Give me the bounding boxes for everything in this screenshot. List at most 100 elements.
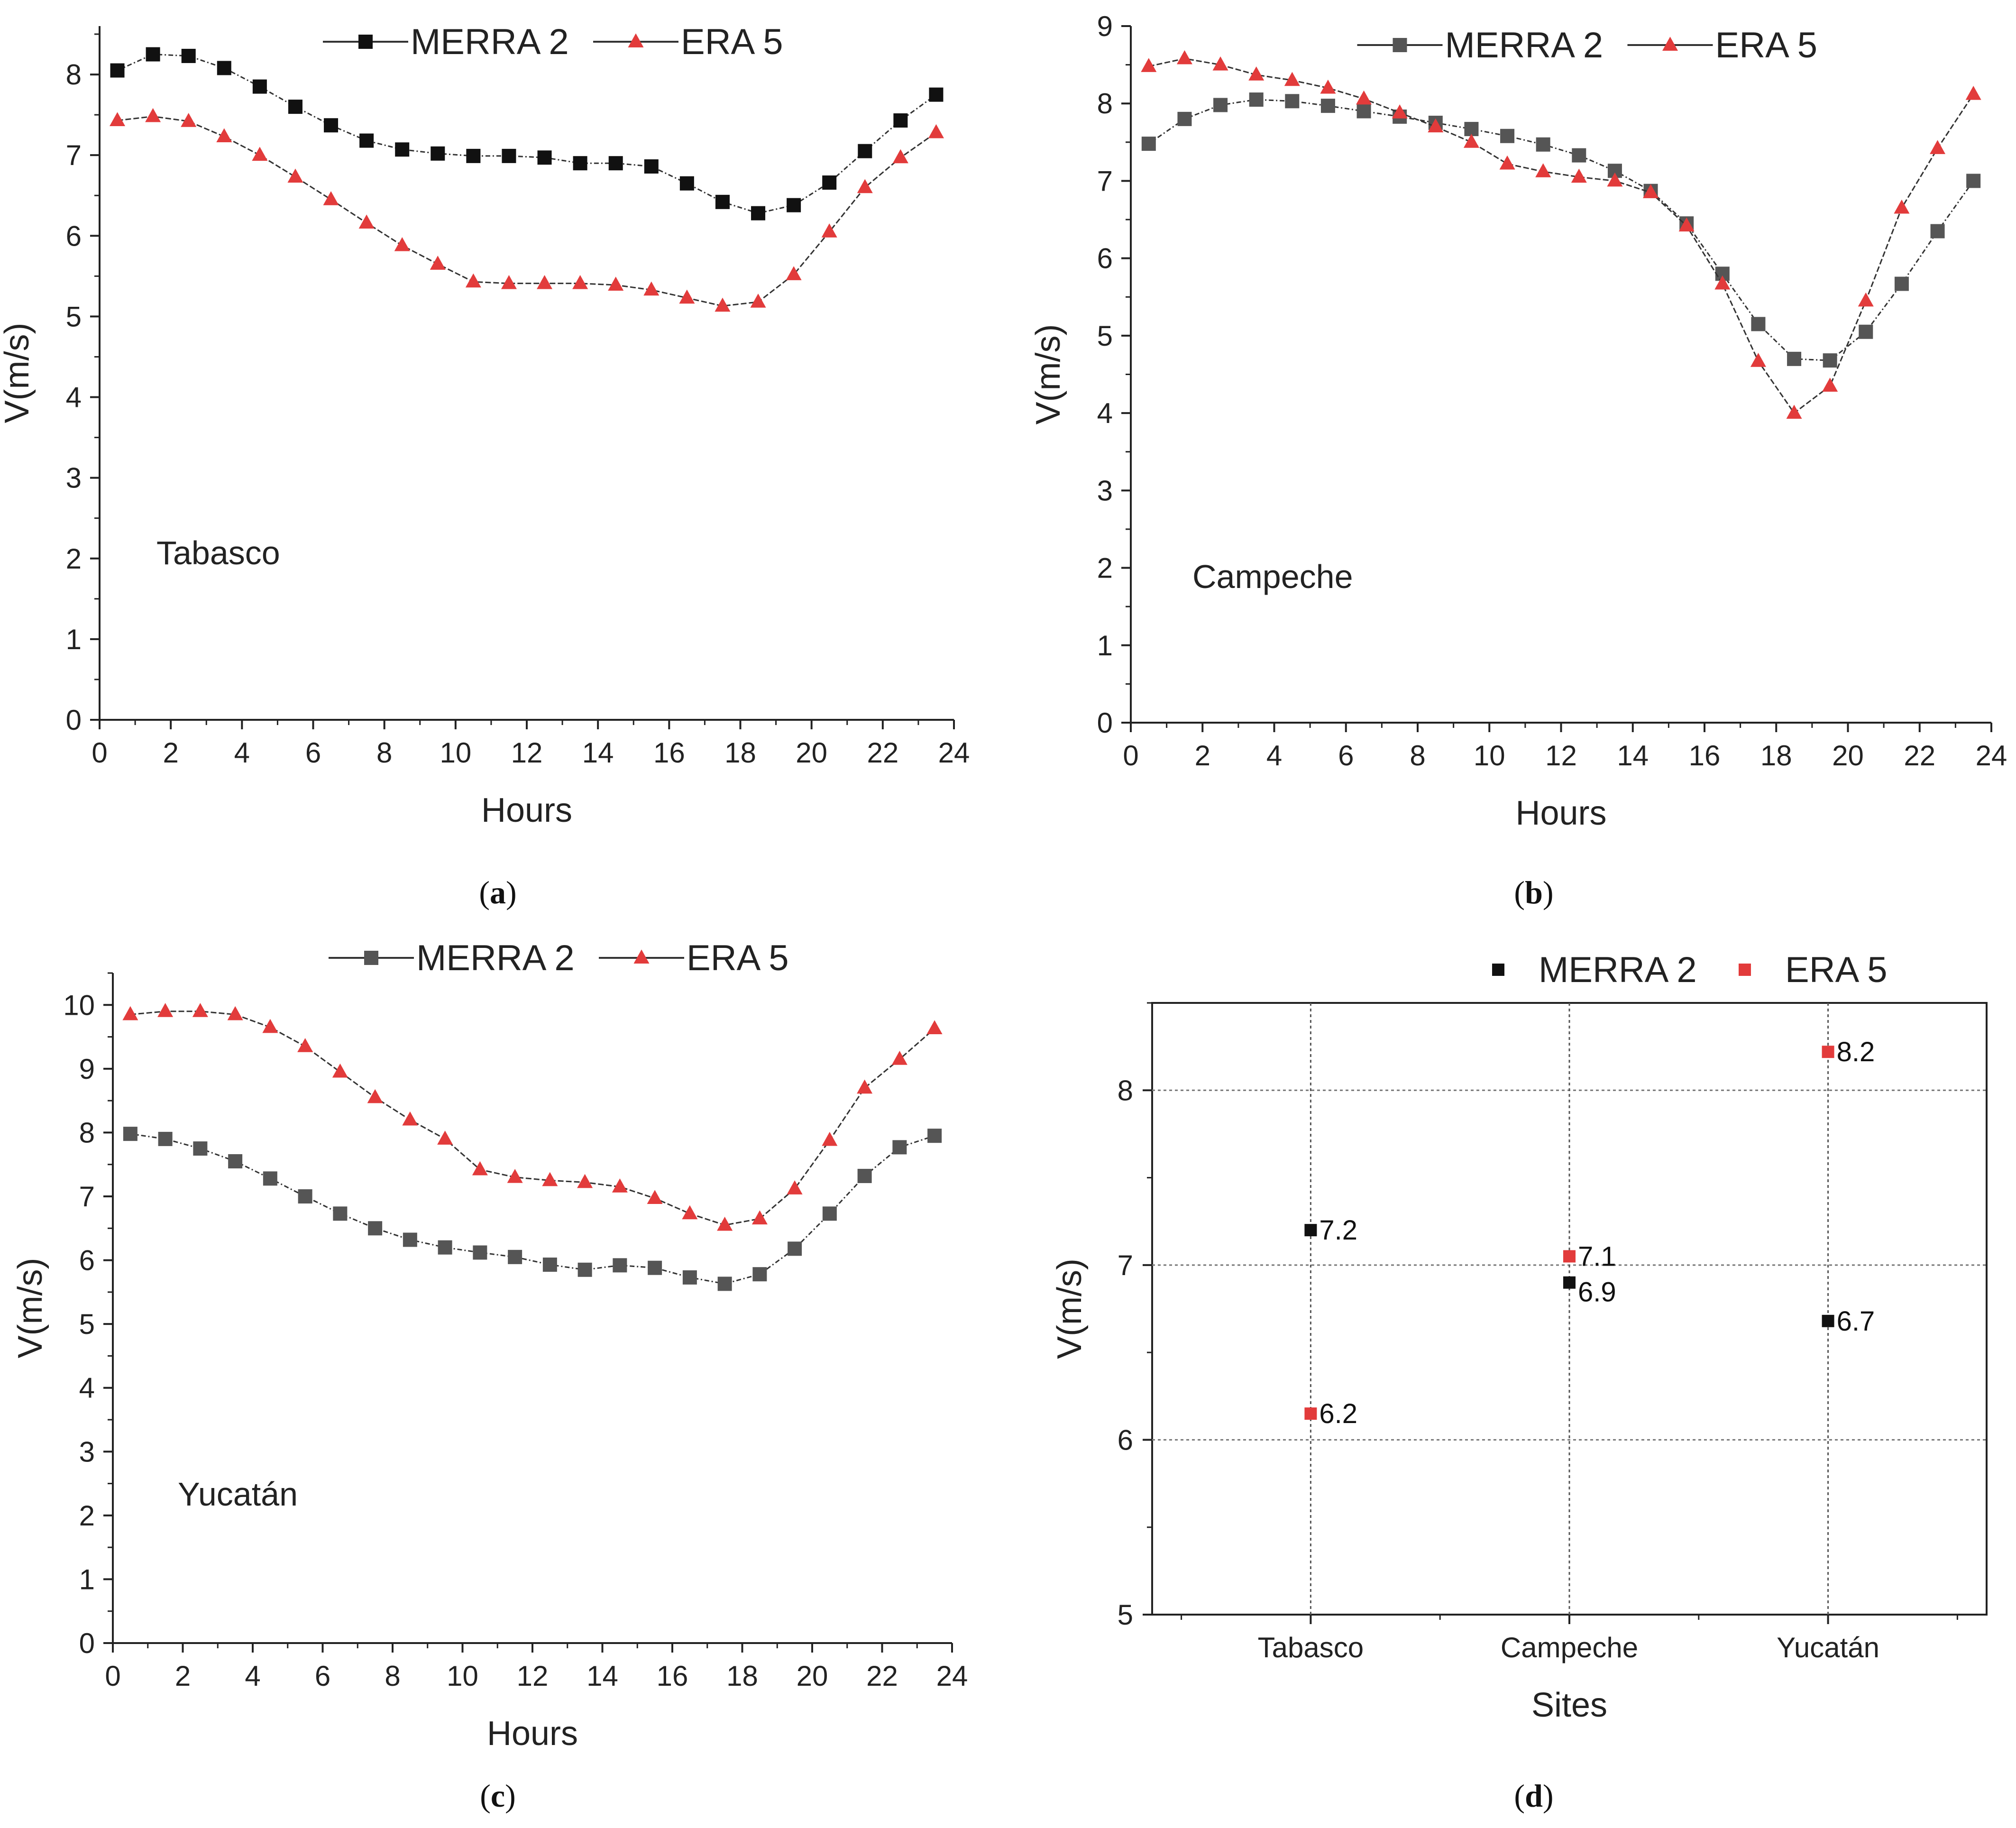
x-tick-label: 18 [1760, 740, 1792, 772]
data-point [324, 118, 339, 133]
legend-label: ERA 5 [681, 22, 783, 62]
y-tick-label: 6 [1118, 1424, 1133, 1456]
legend-marker [1662, 37, 1678, 51]
y-tick-label: 5 [66, 301, 82, 332]
y-tick-label: 5 [79, 1308, 95, 1340]
data-point [263, 1171, 277, 1186]
legend-label: MERRA 2 [416, 938, 575, 978]
x-tick-label: 20 [796, 737, 827, 769]
data-point [227, 1006, 243, 1020]
data-point [430, 256, 446, 270]
data-point [1894, 276, 1909, 291]
x-tick-label: 8 [385, 1660, 400, 1692]
y-tick-label: 7 [66, 139, 82, 171]
data-point [394, 237, 410, 251]
y-tick-label: 8 [79, 1117, 95, 1148]
data-label: 6.9 [1578, 1277, 1616, 1308]
data-point [181, 113, 197, 127]
data-point [1823, 353, 1837, 368]
data-point [786, 266, 802, 280]
y-tick-label: 4 [66, 382, 82, 413]
data-point [1571, 168, 1587, 183]
data-point [787, 198, 801, 212]
data-point [1177, 111, 1192, 126]
data-point [715, 194, 730, 209]
series-line-merra-2 [1148, 99, 1974, 361]
data-point [577, 1174, 593, 1188]
data-point [1176, 50, 1192, 64]
data-point [122, 1006, 138, 1020]
data-label: 7.1 [1578, 1241, 1616, 1272]
data-point [438, 1240, 452, 1255]
data-point [333, 1206, 348, 1221]
data-point [1392, 104, 1408, 119]
data-point [1563, 1250, 1576, 1263]
data-point [1678, 217, 1695, 232]
legend-label: MERRA 2 [411, 22, 569, 62]
data-point [501, 275, 517, 289]
data-label: 8.2 [1837, 1037, 1875, 1067]
legend-label: MERRA 2 [1445, 25, 1604, 65]
data-point [395, 142, 410, 157]
panel-caption: (a) [479, 874, 516, 910]
panel-caption: (b) [1514, 874, 1553, 910]
y-tick-label: 8 [1097, 88, 1113, 119]
data-point [1822, 377, 1838, 392]
data-point [822, 1206, 837, 1221]
data-point [431, 146, 445, 161]
y-tick-label: 0 [1097, 707, 1113, 739]
site-label: Campeche [1192, 558, 1353, 595]
x-tick-label: 18 [724, 737, 756, 769]
data-point [751, 1210, 768, 1225]
x-tick-label: 12 [1545, 740, 1577, 772]
data-point [193, 1141, 208, 1156]
legend-marker [1739, 964, 1751, 976]
y-axis-title: V(m/s) [1029, 324, 1067, 425]
x-axis-title: Hours [1515, 794, 1606, 832]
legend-marker [633, 949, 650, 964]
data-point [252, 147, 268, 161]
data-point [1212, 56, 1228, 71]
data-point [573, 156, 587, 171]
data-point [893, 113, 908, 128]
x-tick-label: 0 [105, 1660, 120, 1692]
data-point [612, 1178, 628, 1193]
panel-d: 5 6 7 8 Tabasco Campeche Yucatán Sites V(m/s) 7.2… [1051, 950, 1988, 1814]
legend-label: ERA 5 [1715, 25, 1817, 65]
x-tick-label: 12 [511, 737, 543, 769]
data-point [1787, 351, 1802, 366]
data-point [1141, 137, 1156, 151]
data-point [717, 1277, 732, 1291]
data-point [110, 112, 126, 127]
caption-close: ) [1543, 874, 1554, 910]
series-line-era-5 [130, 1010, 935, 1226]
data-point [1285, 94, 1300, 109]
data-point [572, 275, 588, 289]
data-point [1463, 134, 1479, 148]
data-point [297, 1038, 313, 1052]
data-point [608, 276, 624, 291]
data-point [750, 294, 766, 308]
data-point [1284, 72, 1300, 86]
legend-label: ERA 5 [1785, 950, 1887, 990]
y-tick-label: 6 [66, 220, 82, 252]
data-point [752, 1267, 767, 1282]
panel-caption: (d) [1514, 1778, 1553, 1814]
data-point [502, 148, 516, 163]
x-tick-label: 6 [315, 1660, 330, 1692]
x-tick-label: Tabasco [1258, 1632, 1364, 1663]
data-point [1786, 404, 1802, 419]
data-point [822, 175, 837, 190]
legend: MERRA 2 ERA 5 [1492, 950, 1887, 990]
data-point [262, 1019, 278, 1033]
data-point [472, 1161, 488, 1176]
legend-label: ERA 5 [687, 938, 788, 978]
data-point [158, 1131, 173, 1146]
x-tick-label: 10 [447, 1660, 478, 1692]
data-point [1822, 1314, 1834, 1327]
y-tick-label: 8 [66, 59, 82, 91]
y-tick-label: 8 [1118, 1075, 1133, 1106]
data-point [465, 273, 481, 288]
caption-letter: a [490, 874, 506, 910]
y-tick-label: 10 [63, 989, 95, 1021]
